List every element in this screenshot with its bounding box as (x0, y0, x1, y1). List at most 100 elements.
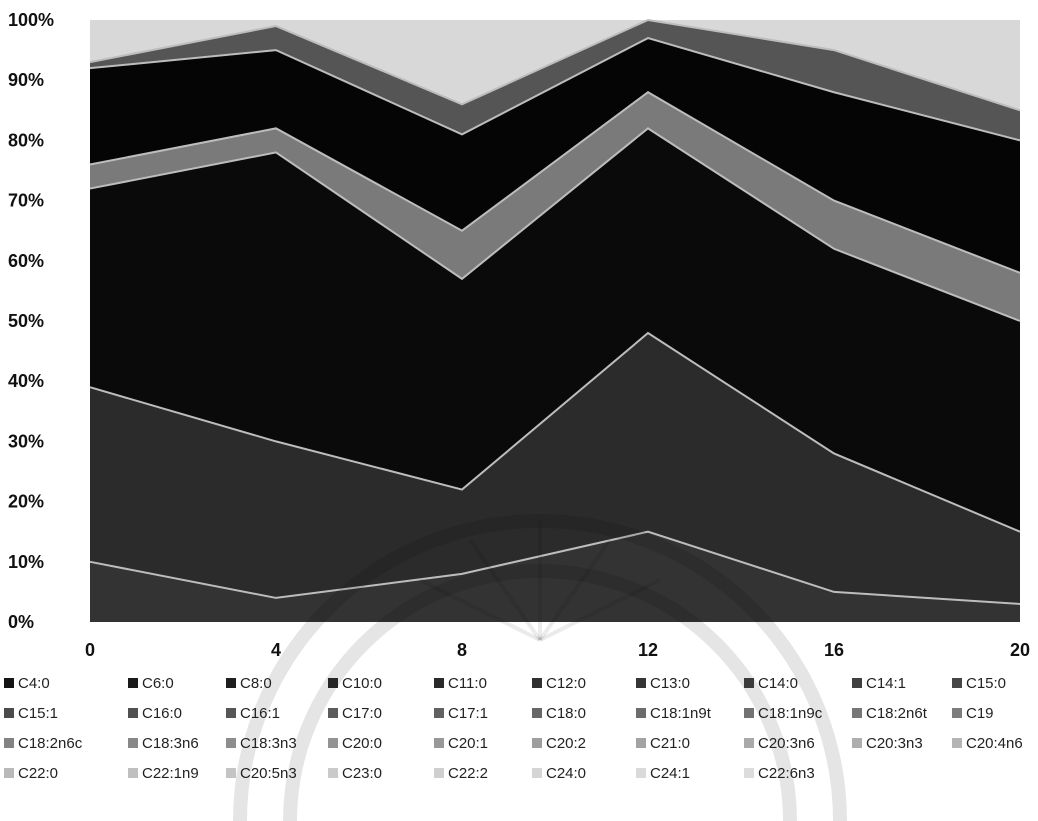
legend-item: C18:3n6 (128, 732, 199, 754)
legend-item: C10:0 (328, 672, 382, 694)
legend-swatch (744, 738, 754, 748)
area-boundary-line-5 (89, 18, 1021, 112)
legend-label: C19 (966, 704, 994, 722)
legend-label: C20:5n3 (240, 764, 297, 782)
area-layer-5 (90, 20, 1020, 141)
legend-item: C22:6n3 (744, 762, 815, 784)
legend-label: C18:3n3 (240, 734, 297, 752)
legend-swatch (128, 678, 138, 688)
legend-label: C17:1 (448, 704, 489, 722)
legend-item: C18:1n9t (636, 702, 711, 724)
legend-item: C12:0 (532, 672, 586, 694)
area-layer-2 (90, 128, 1020, 532)
legend-label: C20:3n3 (866, 734, 923, 752)
legend-label: C20:0 (342, 734, 383, 752)
legend-swatch (532, 708, 542, 718)
legend-item: C19 (952, 702, 994, 724)
x-axis-ticks: 0 4 8 12 16 20 (85, 640, 1030, 660)
area-layer-1 (90, 333, 1020, 604)
legend-swatch (4, 708, 14, 718)
stacked-area-chart: 0% 10% 20% 30% 40% 50% 60% 70% 80% 90% 100% 0 4 8 12 1… (8, 10, 1030, 660)
legend-item: C17:0 (328, 702, 382, 724)
legend-item: C23:0 (328, 762, 382, 784)
legend-label: C18:1n9t (650, 704, 711, 722)
y-tick-label: 10% (8, 552, 44, 572)
legend-label: C13:0 (650, 674, 691, 692)
y-tick-label: 70% (8, 191, 44, 211)
legend-item: C20:0 (328, 732, 382, 754)
x-tick-label: 8 (457, 640, 467, 660)
legend-item: C16:0 (128, 702, 182, 724)
area-layer-6 (90, 20, 1020, 111)
area-boundary-line-4 (89, 36, 1021, 142)
legend-label: C18:0 (546, 704, 587, 722)
y-tick-label: 30% (8, 431, 44, 451)
legend-label: C16:1 (240, 704, 281, 722)
legend-item: C4:0 (4, 672, 50, 694)
legend-label: C22:6n3 (758, 764, 815, 782)
legend-item: C18:3n3 (226, 732, 297, 754)
legend-item: C24:1 (636, 762, 690, 784)
legend-label: C18:2n6t (866, 704, 927, 722)
legend-item: C20:5n3 (226, 762, 297, 784)
legend-swatch (636, 738, 646, 748)
legend-label: C17:0 (342, 704, 383, 722)
legend-swatch (128, 768, 138, 778)
legend-item: C20:1 (434, 732, 488, 754)
legend-label: C18:3n6 (142, 734, 199, 752)
legend-label: C4:0 (18, 674, 50, 692)
legend-label: C23:0 (342, 764, 383, 782)
legend-label: C15:0 (966, 674, 1007, 692)
y-tick-label: 80% (8, 130, 44, 150)
legend-swatch (328, 708, 338, 718)
x-tick-label: 20 (1010, 640, 1030, 660)
legend-swatch (4, 768, 14, 778)
legend-item: C18:1n9c (744, 702, 822, 724)
legend-label: C20:2 (546, 734, 587, 752)
y-tick-label: 0% (8, 612, 34, 632)
legend-swatch (532, 678, 542, 688)
y-tick-label: 40% (8, 371, 44, 391)
x-tick-label: 16 (824, 640, 844, 660)
legend-label: C14:0 (758, 674, 799, 692)
legend-label: C22:0 (18, 764, 59, 782)
area-boundary-line-1 (89, 331, 1021, 533)
legend-item: C18:2n6t (852, 702, 927, 724)
legend-label: C10:0 (342, 674, 383, 692)
y-axis-ticks: 0% 10% 20% 30% 40% 50% 60% 70% 80% 90% 100% (8, 10, 54, 632)
legend-item: C15:1 (4, 702, 58, 724)
legend-label: C22:1n9 (142, 764, 199, 782)
y-tick-label: 20% (8, 492, 44, 512)
legend-label: C12:0 (546, 674, 587, 692)
legend-item: C14:0 (744, 672, 798, 694)
legend-label: C22:2 (448, 764, 489, 782)
legend-item: C6:0 (128, 672, 174, 694)
x-tick-label: 0 (85, 640, 95, 660)
area-layers (89, 18, 1021, 622)
legend-swatch (532, 768, 542, 778)
legend-item: C22:0 (4, 762, 58, 784)
legend-swatch (434, 738, 444, 748)
y-tick-label: 100% (8, 10, 54, 30)
legend-item: C18:0 (532, 702, 586, 724)
legend-label: C24:0 (546, 764, 587, 782)
legend-swatch (852, 738, 862, 748)
legend-item: C20:3n3 (852, 732, 923, 754)
legend-label: C15:1 (18, 704, 59, 722)
legend-label: C20:4n6 (966, 734, 1023, 752)
legend-swatch (226, 738, 236, 748)
legend-swatch (852, 708, 862, 718)
legend-swatch (532, 738, 542, 748)
y-tick-label: 90% (8, 70, 44, 90)
legend-swatch (226, 708, 236, 718)
legend-swatch (328, 678, 338, 688)
legend-item: C21:0 (636, 732, 690, 754)
area-boundary-line-2 (89, 127, 1021, 322)
area-boundary-line-3 (89, 91, 1021, 274)
legend-swatch (952, 708, 962, 718)
legend-swatch (226, 678, 236, 688)
legend-label: C24:1 (650, 764, 691, 782)
legend-swatch (128, 708, 138, 718)
legend-item: C24:0 (532, 762, 586, 784)
legend-swatch (852, 678, 862, 688)
